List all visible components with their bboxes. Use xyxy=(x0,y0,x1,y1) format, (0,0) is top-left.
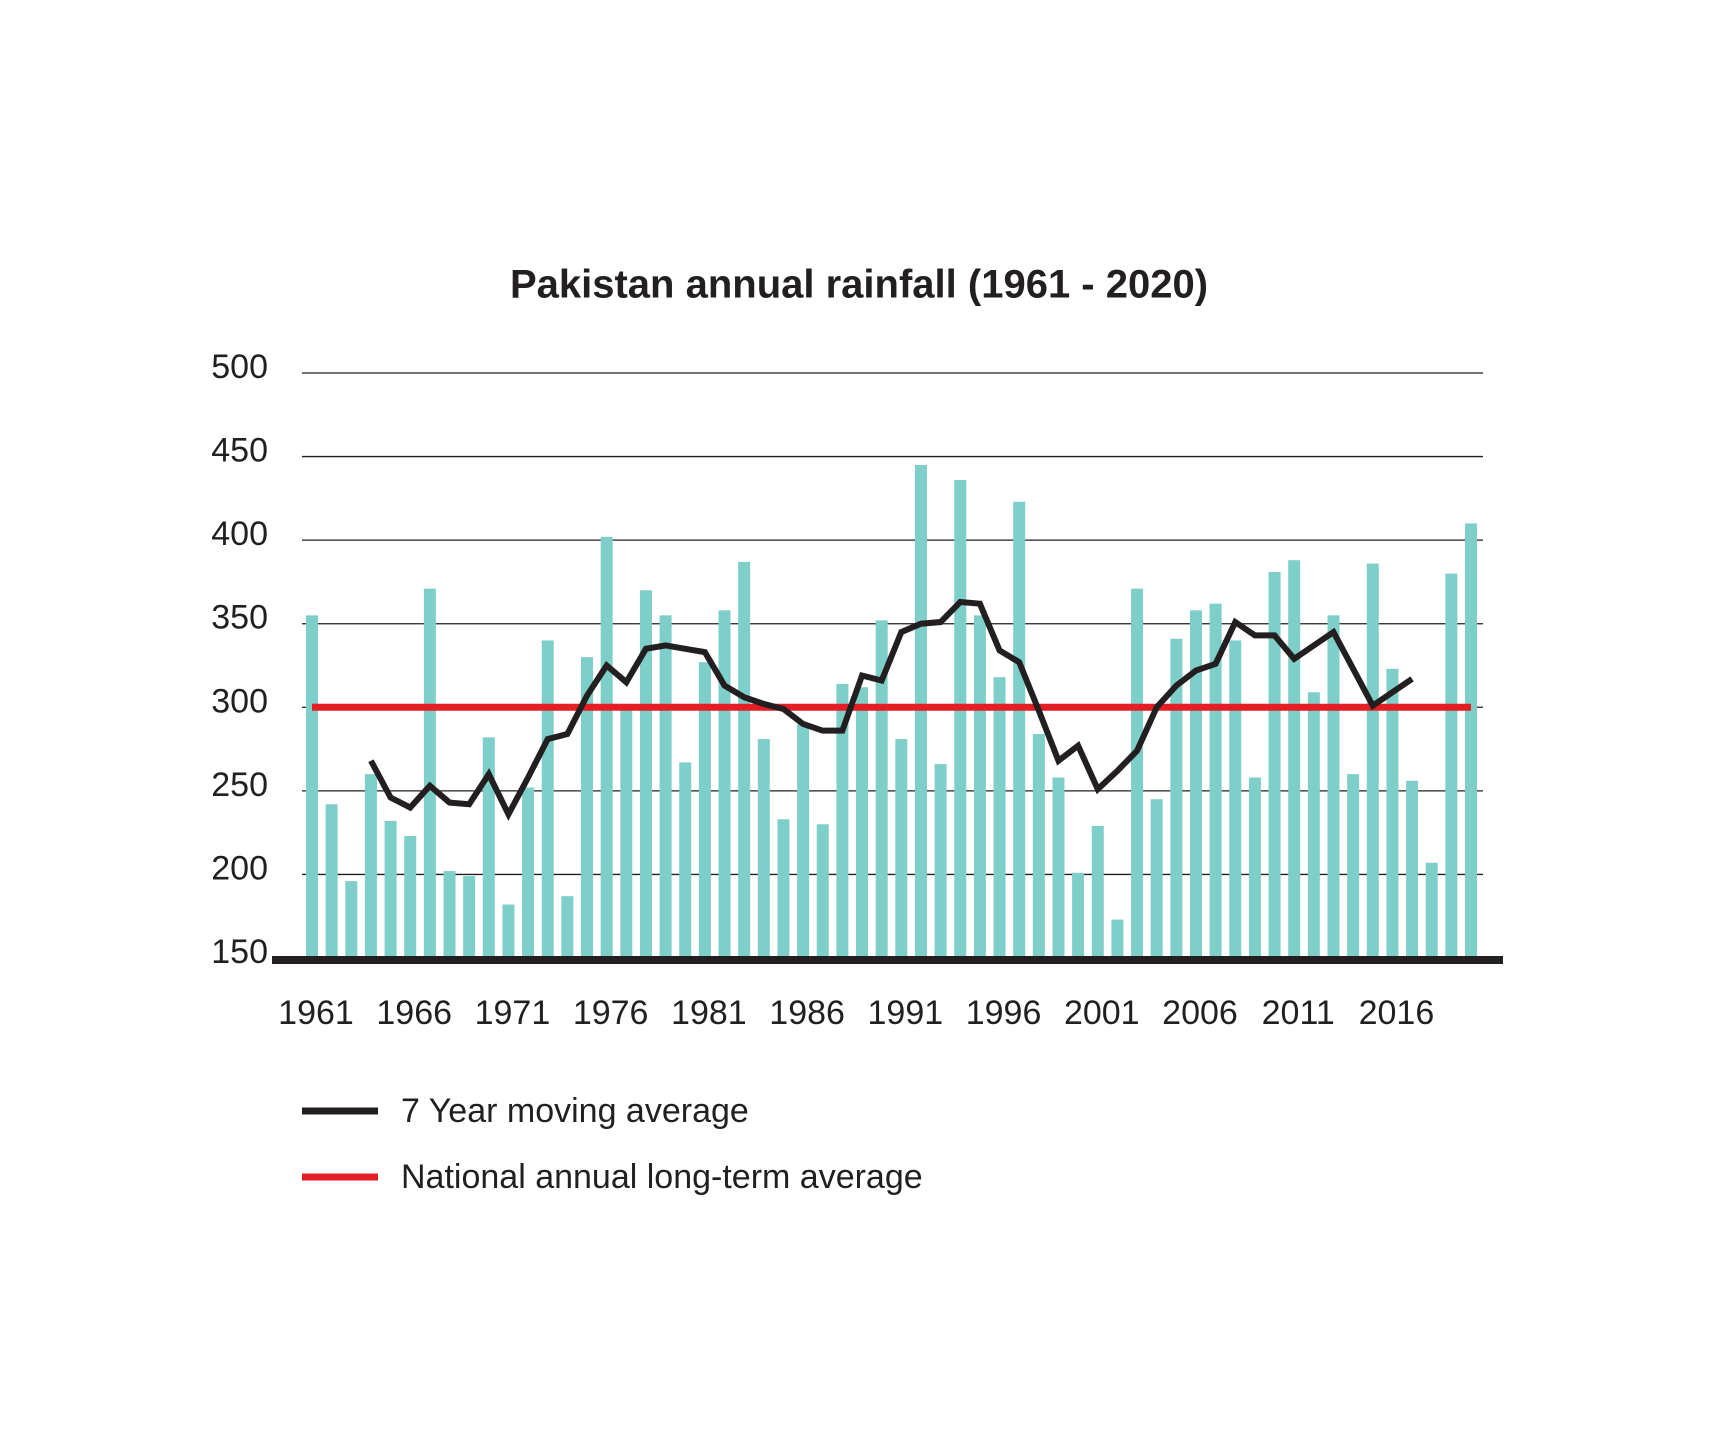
bar xyxy=(679,762,692,958)
bar xyxy=(639,590,652,958)
bar xyxy=(482,737,495,958)
bar xyxy=(1366,563,1379,958)
bar xyxy=(443,871,456,958)
bar xyxy=(423,588,436,958)
y-tick-label: 300 xyxy=(211,682,268,720)
bar xyxy=(973,615,986,958)
bar xyxy=(1307,692,1320,958)
y-tick-label: 500 xyxy=(211,348,268,386)
bar xyxy=(1091,825,1104,958)
bar xyxy=(1052,777,1065,958)
x-tick-label: 1996 xyxy=(966,994,1042,1032)
y-tick-label: 200 xyxy=(211,849,268,887)
bar xyxy=(836,683,849,958)
chart-title: Pakistan annual rainfall (1961 - 2020) xyxy=(510,263,1208,307)
bar xyxy=(1131,588,1144,958)
bar xyxy=(1170,638,1183,958)
y-tick-label: 250 xyxy=(211,766,268,804)
bar xyxy=(993,677,1006,958)
x-tick-label: 1961 xyxy=(278,994,354,1032)
x-tick-label: 2001 xyxy=(1064,994,1140,1032)
bar xyxy=(384,820,397,958)
bar xyxy=(1445,573,1458,958)
legend-label: 7 Year moving average xyxy=(401,1092,749,1130)
bar xyxy=(1229,640,1242,958)
bar xyxy=(404,835,417,958)
bar xyxy=(895,739,908,958)
x-tick-label: 1986 xyxy=(769,994,845,1032)
bar xyxy=(777,819,790,958)
bar xyxy=(1209,603,1222,958)
bar xyxy=(463,876,476,958)
bar xyxy=(345,881,358,958)
x-tick-label: 2016 xyxy=(1359,994,1435,1032)
x-tick-label: 2006 xyxy=(1162,994,1238,1032)
x-tick-label: 1981 xyxy=(671,994,747,1032)
bar xyxy=(581,657,594,958)
bar xyxy=(1111,919,1124,958)
bar xyxy=(522,787,535,958)
x-tick-label: 1991 xyxy=(868,994,944,1032)
x-tick-label: 2011 xyxy=(1262,994,1335,1032)
bar xyxy=(816,824,829,958)
bar xyxy=(1189,610,1202,958)
bar xyxy=(698,662,711,958)
x-axis xyxy=(272,956,1503,964)
x-tick-label: 1976 xyxy=(573,994,649,1032)
bar xyxy=(659,615,672,958)
bar xyxy=(1268,571,1281,958)
bar xyxy=(325,804,338,958)
bar xyxy=(306,615,318,958)
bar xyxy=(954,479,967,958)
bar xyxy=(502,904,515,958)
bar xyxy=(856,687,869,958)
bar xyxy=(718,610,731,958)
bar xyxy=(1248,777,1261,958)
bar xyxy=(1013,501,1026,958)
bar xyxy=(1327,615,1340,958)
y-tick-label: 150 xyxy=(211,933,268,971)
legend-label: National annual long-term average xyxy=(401,1158,923,1196)
bar xyxy=(797,724,810,958)
y-tick-label: 350 xyxy=(211,599,268,637)
x-tick-label: 1966 xyxy=(376,994,452,1032)
x-tick-label: 1971 xyxy=(475,994,551,1032)
bar xyxy=(1032,734,1045,958)
bar xyxy=(1072,872,1085,958)
bar xyxy=(914,464,927,958)
bar xyxy=(1288,560,1301,958)
bar xyxy=(738,561,751,958)
bar xyxy=(1150,799,1163,958)
bar xyxy=(541,640,554,958)
bar xyxy=(1465,523,1477,958)
bar xyxy=(1406,780,1419,958)
bar xyxy=(561,896,574,958)
y-tick-label: 400 xyxy=(211,515,268,553)
bar xyxy=(1386,668,1399,958)
y-tick-label: 450 xyxy=(211,432,268,470)
bar xyxy=(364,774,377,958)
bar xyxy=(934,764,947,958)
bar xyxy=(757,739,770,958)
bar xyxy=(1347,774,1360,958)
bar xyxy=(600,536,613,958)
bar xyxy=(1425,862,1438,958)
bar xyxy=(620,707,633,958)
moving-average-line xyxy=(368,598,1414,821)
